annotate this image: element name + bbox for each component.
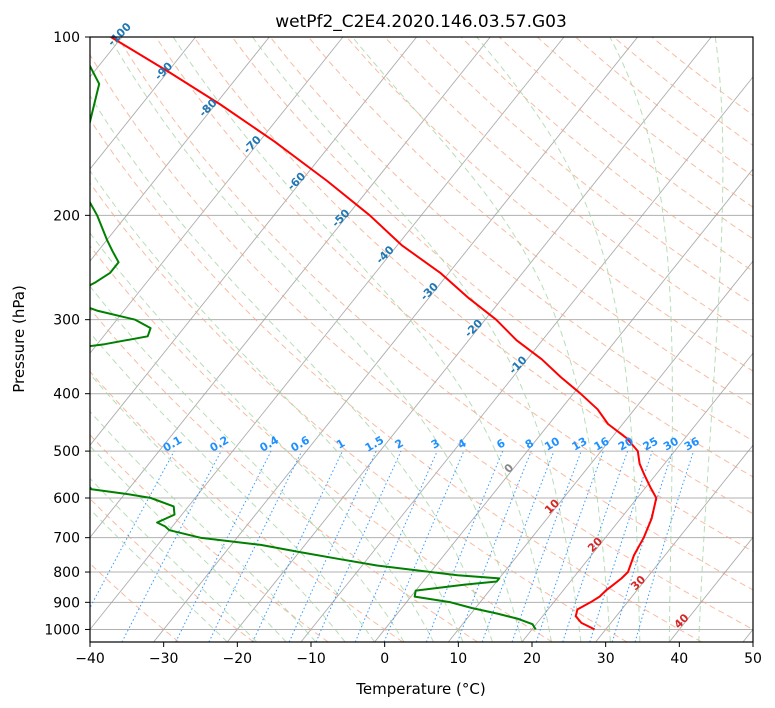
- y-tick-label: 400: [53, 387, 80, 403]
- y-tick-label: 700: [53, 531, 80, 547]
- mixing-ratio-line: [562, 450, 629, 642]
- y-tick-label: 200: [53, 208, 80, 224]
- moist-adiabat: [252, 37, 582, 642]
- mixing-ratio-line: [535, 450, 604, 642]
- dry-adiabat: [90, 370, 404, 642]
- y-tick-label: 900: [53, 595, 80, 611]
- dry-adiabat: [90, 562, 180, 642]
- dry-adiabat: [90, 118, 702, 642]
- x-tick-label: 10: [449, 651, 467, 667]
- dry-adiabat: [155, 37, 753, 553]
- x-tick-label: 50: [744, 651, 762, 667]
- isotherm-line: [90, 37, 565, 631]
- mixing-ratio-line: [589, 450, 653, 642]
- mixing-ratio-line: [354, 450, 438, 642]
- y-tick-label: 800: [53, 565, 80, 581]
- moist-adiabat: [90, 477, 258, 642]
- moist-adiabat: [90, 445, 287, 642]
- dry-adiabat: [384, 37, 753, 338]
- y-tick-label: 300: [53, 313, 80, 329]
- moist-adiabat: [90, 373, 346, 642]
- moist-adiabat: [108, 37, 523, 642]
- isotherm-line: [521, 352, 753, 642]
- isotherm-line: [90, 37, 196, 170]
- mixing-ratio-line: [175, 450, 272, 642]
- y-tick-label: 500: [53, 444, 80, 460]
- dry-adiabat: [90, 434, 329, 642]
- reference-lines: [90, 37, 753, 642]
- x-tick-label: 30: [597, 651, 615, 667]
- plot-frame: [89, 36, 754, 643]
- moist-adiabat: [172, 37, 552, 642]
- isotherm-line: [595, 444, 753, 642]
- mixing-ratio-line: [425, 450, 504, 642]
- mixing-ratio-line: [208, 450, 303, 642]
- mixing-ratio-line: [634, 450, 695, 642]
- x-tick-label: −10: [296, 651, 326, 667]
- x-tick-label: 20: [523, 651, 541, 667]
- dry-adiabat: [308, 37, 753, 407]
- x-tick-label: −40: [75, 651, 105, 667]
- mixing-ratio-line: [511, 450, 582, 642]
- moist-adiabat: [90, 285, 405, 642]
- isotherm-line: [668, 536, 753, 642]
- isotherm-line: [90, 37, 417, 447]
- mixing-ratio-line: [315, 450, 402, 642]
- dry-adiabat: [90, 182, 628, 642]
- isotherm-line: [226, 37, 712, 642]
- x-axis-title: Temperature (°C): [355, 680, 485, 698]
- axes: −40 −30 −20 −10 0 10 20 30 40 50 100 200 300 400 500 60…: [44, 30, 762, 667]
- x-tick-label: 0: [380, 651, 389, 667]
- mixing-ratio-line: [383, 450, 465, 642]
- y-axis-title: Pressure (hPa): [10, 285, 28, 393]
- isotherm-line: [90, 37, 491, 539]
- y-tick-label: 100: [53, 30, 80, 46]
- x-tick-label: −20: [223, 651, 253, 667]
- dry-adiabat: [90, 53, 753, 630]
- mixing-ratio-line: [611, 450, 674, 642]
- moist-adiabat: [609, 37, 673, 642]
- profile-traces: [90, 37, 658, 631]
- moist-adiabat: [90, 232, 435, 642]
- moist-adiabat: [698, 37, 724, 642]
- dry-adiabat: [117, 37, 753, 591]
- x-tick-label: 40: [670, 651, 688, 667]
- x-tick-label: −30: [149, 651, 179, 667]
- chart-title: wetPf2_C2E4.2020.146.03.57.G03: [275, 12, 567, 32]
- isotherm-line: [374, 168, 753, 642]
- dry-adiabat: [346, 37, 753, 372]
- mixing-ratio-line: [457, 450, 532, 642]
- moist-adiabat: [90, 169, 464, 642]
- moist-adiabat: [476, 37, 641, 642]
- y-tick-label: 1000: [44, 622, 80, 638]
- moist-adiabat: [90, 94, 493, 642]
- plot-background: [90, 37, 753, 642]
- mixing-ratio-line: [481, 450, 555, 642]
- dry-adiabat: [90, 245, 553, 642]
- moist-adiabat: [90, 331, 376, 642]
- y-tick-label: 600: [53, 491, 80, 507]
- moist-adiabat: [90, 508, 228, 642]
- mixing-ratio-line: [90, 450, 175, 609]
- moist-adiabat: [352, 37, 611, 642]
- dry-adiabat: [90, 307, 478, 642]
- isotherm-line: [90, 37, 344, 354]
- temperature-profile-line: [110, 37, 658, 631]
- dewpoint-profile-line: [90, 63, 537, 630]
- isotherm-line: [90, 37, 270, 262]
